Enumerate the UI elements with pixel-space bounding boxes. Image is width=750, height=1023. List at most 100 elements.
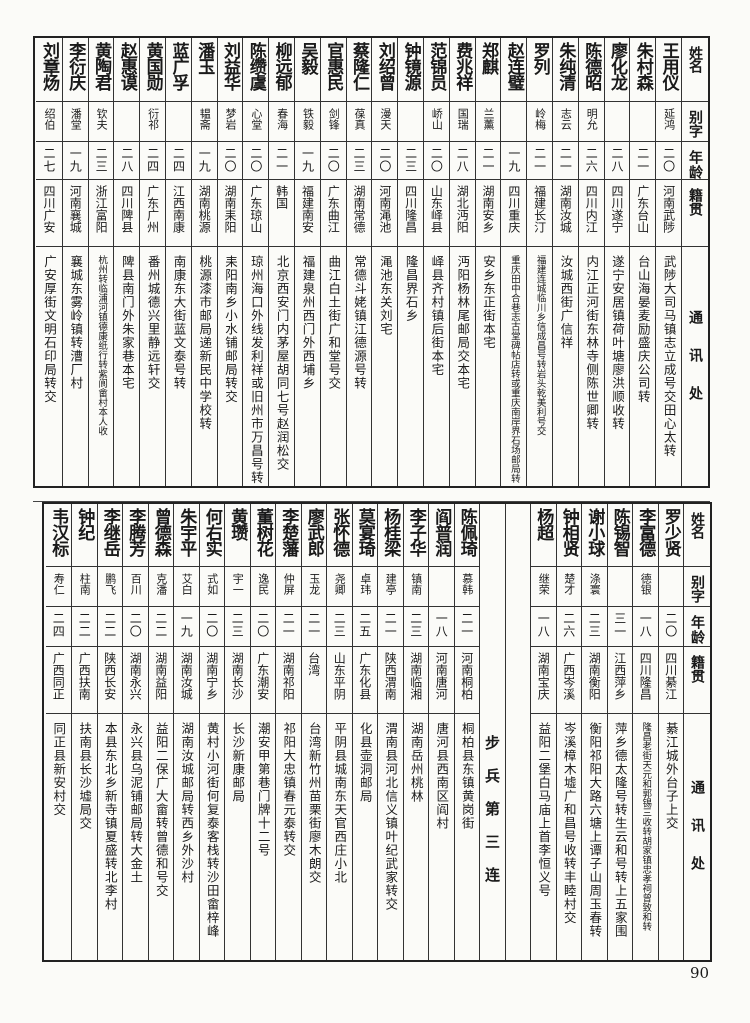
origin-text: 湖南衡阳 — [587, 652, 602, 700]
alias-text: 别字 — [689, 575, 705, 603]
name-cell: 刘益华 — [217, 38, 243, 102]
alias-text: 卓玮 — [358, 573, 372, 595]
name-text: 朱村森 — [632, 42, 653, 90]
addr-text: 内江正河街东林寺侧陈世卿转 — [584, 255, 600, 431]
name-text: 张怀德 — [329, 508, 350, 556]
age-text: 二〇 — [128, 612, 143, 638]
age-text: 二七 — [41, 147, 56, 173]
alias-cell — [166, 102, 191, 142]
person-column: 黄陶君 钦夫 二三 浙江富阳 杭州转临浦河镇德康纸行转紫阆畲村本人收 — [87, 38, 114, 486]
age-cell: 一九 — [191, 142, 217, 180]
name-cell: 陈德昭 — [578, 38, 604, 102]
name-cell: 陈锡智 — [607, 504, 632, 567]
person-column: 董树花 逸民 二〇 广东潮安 潮安甲第巷门牌十二号 — [249, 504, 275, 960]
addr-cell: 通讯处 — [682, 247, 708, 486]
origin-text: 广东台山 — [635, 185, 650, 233]
name-cell: 杨桂梁 — [378, 504, 403, 567]
addr-text: 南康东大街蓝文泰号转 — [171, 255, 187, 390]
name-cell: 刘章炀 — [36, 38, 62, 102]
origin-text: 广东潮安 — [255, 652, 270, 700]
person-column: 潘玉 韫斋 一九 湖南桃源 桃源漆市邮局递新民中学校转 — [190, 38, 217, 486]
origin-cell: 广西岑溪 — [556, 647, 581, 714]
alias-text: 寿仁 — [52, 573, 66, 595]
blank-column — [504, 504, 531, 960]
age-text: 二四 — [51, 612, 66, 638]
name-text: 钟相贤 — [558, 508, 579, 556]
origin-text: 四川广安 — [41, 185, 56, 233]
addr-text: 唐河县西南区阎村 — [434, 722, 450, 830]
age-text: 二八 — [610, 147, 624, 173]
alias-text: 镇南 — [409, 573, 423, 595]
name-text: 赵连璧 — [503, 42, 524, 90]
name-text: 费兆祥 — [452, 42, 473, 90]
alias-text: 鹏飞 — [103, 573, 117, 595]
name-cell: 蓝广孚 — [166, 38, 191, 102]
name-text: 董树花 — [252, 508, 273, 556]
origin-cell: 广西扶南 — [72, 647, 97, 714]
addr-text: 遂宁安居镇荷叶塘廖洪顺收转 — [610, 255, 625, 431]
origin-cell: 湖南益阳 — [148, 647, 173, 714]
origin-text: 山东峄县 — [429, 185, 444, 233]
name-text: 罗列 — [529, 42, 550, 74]
addr-text: 通讯处 — [689, 780, 705, 894]
age-text: 二一 — [383, 612, 398, 638]
origin-cell: 湖南临湘 — [403, 647, 428, 714]
addr-cell: 桃源漆市邮局递新民中学校转 — [192, 247, 217, 486]
age-cell: 二三 — [582, 607, 607, 647]
person-column: 费兆祥 国瑞 二八 湖北沔阳 沔阳杨林尾邮局交本宅 — [448, 38, 475, 486]
addr-text: 杭州转临浦河镇德康纸行转紫阆畲村本人收 — [96, 255, 108, 436]
person-column: 刘绍曾 漫天 二〇 河南渑池 渑池东关刘宅 — [371, 38, 398, 486]
person-column: 朱村森 二一 广东台山 台山海晏麦励盛庆公司转 — [629, 38, 656, 486]
age-text: 二六 — [561, 612, 576, 638]
age-cell: 一九 — [501, 142, 527, 180]
age-cell: 二六 — [556, 607, 581, 647]
origin-cell: 四川广安 — [36, 180, 62, 247]
age-text: 二〇 — [248, 147, 263, 173]
addr-cell: 陴县南门外朱家巷本宅 — [114, 247, 139, 486]
age-cell: 年龄 — [684, 607, 710, 647]
addr-text: 湖南岳州桃林 — [408, 722, 424, 803]
alias-text: 峤山 — [430, 108, 444, 130]
alias-text: 钦夫 — [95, 108, 109, 130]
addr-text: 长沙新康邮局 — [230, 722, 246, 803]
name-cell: 钟相贤 — [556, 504, 581, 567]
alias-cell — [630, 102, 656, 142]
name-text: 谢小球 — [584, 508, 605, 556]
origin-cell: 台湾 — [301, 647, 326, 714]
addr-cell: 福建泉州西门外西埔乡 — [295, 247, 320, 486]
addr-text: 桐柏县东镇黄岗街 — [459, 722, 475, 830]
origin-cell: 河南桐柏 — [454, 647, 479, 714]
person-column: 陈佩琦 慕韩 二一 河南桐柏 桐柏县东镇黄岗街 — [453, 504, 479, 960]
name-text: 李腾芳 — [125, 508, 146, 556]
addr-text: 隆昌老街天元和郭锡三收转胡家镇忠孝祠曾致和转 — [640, 722, 652, 931]
name-cell: 陈缵虞 — [243, 38, 269, 102]
addr-cell: 汝城西街广信祥 — [553, 247, 578, 486]
age-text: 二一 — [306, 612, 321, 638]
alias-text: 葆真 — [353, 108, 367, 130]
name-text: 蔡隆仁 — [349, 42, 370, 90]
age-cell: 二一 — [378, 607, 403, 647]
roster-table-bottom: 姓名 别字 年龄 籍贯 通讯处 罗少贤 二〇 四川綦江 綦江城外台子上交 李富德 德银 一八 四川隆昌隆… — [42, 502, 712, 962]
age-text: 二一 — [532, 147, 547, 173]
alias-cell: 仲屏 — [276, 567, 301, 607]
person-column: 黄国勋 衍祁 二四 广东广州 番州城德兴里静远轩交 — [139, 38, 166, 486]
name-cell: 黄国勋 — [140, 38, 166, 102]
origin-text: 籍贯 — [689, 655, 705, 683]
alias-text: 逸民 — [256, 573, 270, 595]
addr-cell: 襄城东雾岭镇转漕厂村 — [63, 247, 88, 486]
alias-text: 艾白 — [180, 573, 194, 595]
origin-cell: 福建长汀 — [527, 180, 553, 247]
alias-text: 潘堂 — [69, 108, 83, 130]
alias-cell: 宇一 — [225, 567, 250, 607]
alias-text: 德银 — [639, 573, 653, 595]
origin-text: 河南唐河 — [434, 652, 449, 700]
origin-cell: 河南武陟 — [656, 180, 681, 247]
alias-cell: 钦夫 — [88, 102, 114, 142]
addr-text: 祁阳大忠镇春元泰转交 — [281, 722, 297, 857]
age-cell: 二一 — [301, 607, 326, 647]
age-cell: 二七 — [36, 142, 62, 180]
addr-text: 隆昌界石乡 — [403, 255, 419, 323]
name-text: 姓名 — [689, 512, 705, 538]
person-column: 钟镜源 二三 四川隆昌 隆昌界石乡 — [397, 38, 424, 486]
age-text: 二〇 — [661, 147, 676, 173]
